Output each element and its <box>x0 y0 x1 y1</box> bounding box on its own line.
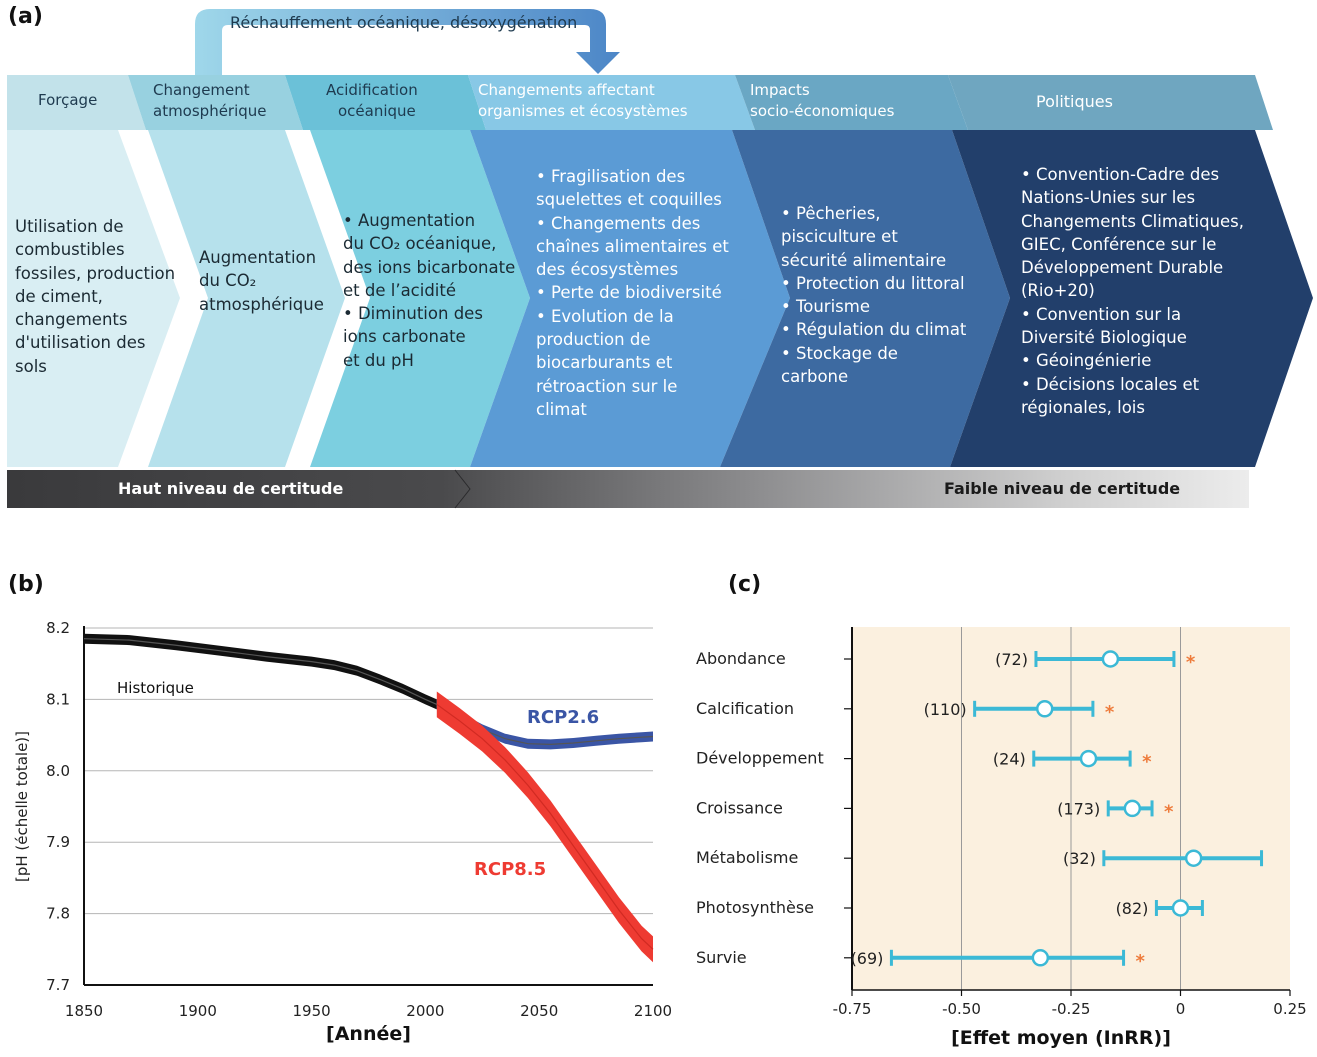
stage-organisms-body <box>470 130 790 467</box>
stage-atmos-body <box>148 130 345 467</box>
certainty-high-label: Haut niveau de certitude <box>118 479 344 498</box>
stage-forcage-header <box>7 75 146 130</box>
stage-impacts-header <box>735 75 968 130</box>
stage-forcage-body <box>7 130 180 467</box>
sample-size-label: (173) <box>1057 799 1100 818</box>
certainty-low-label: Faible niveau de certitude <box>944 479 1181 498</box>
row-label-0: Abondance <box>696 649 786 668</box>
row-label-1: Calcification <box>696 699 794 718</box>
certainty-chevron <box>454 469 471 509</box>
series-line-historique <box>83 638 438 705</box>
x-tick-label: 0 <box>1176 1000 1186 1018</box>
header-organisms: Changements affectant organismes et écosy… <box>478 81 688 120</box>
panel-c: (c) -0.75 -0.50 -0.25 0 0.25 Abondance (72) * Ca… <box>690 560 1317 1057</box>
row-label-4: Métabolisme <box>696 848 798 867</box>
significance-star: * <box>1164 801 1174 822</box>
effect-chart: -0.75 -0.50 -0.25 0 0.25 Abondance (72) * Calcif… <box>696 627 1307 1049</box>
panel-a-letter: (a) <box>8 4 43 29</box>
panel-b: (b) 7.7 7.8 7.9 8.0 8.1 8.2 1850 1900 1950 2000 20… <box>0 560 700 1057</box>
body-forcage: Utilisation de combustibles fossiles, pr… <box>15 217 176 376</box>
body-organisms: • Fragilisation des squelettes et coquil… <box>536 167 729 419</box>
sample-size-label: (82) <box>1116 899 1149 918</box>
x-tick-label: -0.25 <box>1052 1000 1091 1018</box>
row-label-6: Survie <box>696 948 747 967</box>
y-tick-label: 8.0 <box>46 762 70 780</box>
header-forcage: Forçage <box>38 91 98 109</box>
header-atmos: Changement atmosphérique <box>153 81 267 120</box>
sample-size-label: (32) <box>1063 849 1096 868</box>
sample-size-label: (69) <box>851 949 884 968</box>
body-atmos: Augmentation du CO₂ atmosphérique <box>199 248 324 314</box>
y-tick-label: 8.2 <box>46 619 70 637</box>
sample-size-label: (110) <box>924 700 967 719</box>
x-tick-label: -0.50 <box>942 1000 981 1018</box>
sample-size-label: (24) <box>993 750 1026 769</box>
series-band-rcp8.5 <box>436 691 653 963</box>
significance-star: * <box>1142 752 1152 773</box>
stage-acid-header <box>285 75 486 130</box>
panel-b-letter: (b) <box>8 572 44 597</box>
body-impacts: • Pêcheries, pisciculture et sécurité al… <box>781 204 967 387</box>
series-band-historique <box>84 633 437 710</box>
x-tick-label: 2050 <box>520 1002 558 1020</box>
mean-point <box>1171 899 1190 917</box>
ph-chart: 7.7 7.8 7.9 8.0 8.1 8.2 1850 1900 1950 2000 2050 21… <box>13 619 672 1045</box>
series-label-rcp26: RCP2.6 <box>527 707 599 728</box>
stage-impacts-body <box>720 130 1010 467</box>
x-tick-label: 2100 <box>634 1002 672 1020</box>
row-label-5: Photosynthèse <box>696 898 814 917</box>
mean-point <box>1079 749 1098 768</box>
x-tick-label: -0.75 <box>833 1000 872 1018</box>
certainty-bar <box>7 470 1249 508</box>
x-tick-label: 0.25 <box>1273 1000 1306 1018</box>
series-label-rcp85: RCP8.5 <box>474 859 546 880</box>
flow-diagram <box>7 9 1313 509</box>
feedback-label: Réchauffement océanique, désoxygénation <box>230 13 578 32</box>
y-tick-label: 7.8 <box>46 905 70 923</box>
header-impacts: Impacts socio-économiques <box>750 81 895 120</box>
significance-star: * <box>1105 702 1115 723</box>
series-line-rcp8.5 <box>436 703 654 950</box>
x-tick-label: 1850 <box>65 1002 103 1020</box>
stage-atmos-header <box>128 75 303 130</box>
feedback-arrow <box>195 9 620 75</box>
significance-star: * <box>1136 951 1146 972</box>
row-label-3: Croissance <box>696 798 783 817</box>
y-tick-label: 7.7 <box>46 976 70 994</box>
row-label-2: Développement <box>696 749 824 768</box>
x-tick-label: 1900 <box>179 1002 217 1020</box>
mean-point <box>1035 700 1054 718</box>
stage-policies-body <box>950 130 1313 467</box>
sample-size-label: (72) <box>995 650 1028 669</box>
x-tick-label: 2000 <box>406 1002 444 1020</box>
x-tick-label: 1950 <box>293 1002 331 1020</box>
mean-point <box>1184 849 1203 867</box>
panel-a: (a) <box>0 0 1317 520</box>
y-tick-label: 8.1 <box>46 690 70 708</box>
stage-acid-body <box>310 130 530 467</box>
body-policies: • Convention-Cadre des Nations-Unies sur… <box>1021 165 1245 417</box>
header-policies: Politiques <box>1036 92 1113 111</box>
significance-star: * <box>1186 652 1196 673</box>
y-tick-label: 7.9 <box>46 833 70 851</box>
stage-organisms-header <box>468 75 755 130</box>
body-acid: • Augmentation du CO₂ océanique, des ion… <box>343 211 516 370</box>
y-axis-label: [pH (échelle totale)] <box>13 731 31 882</box>
x-axis-label: [Effet moyen (InRR)] <box>951 1027 1171 1049</box>
header-acid: Acidification océanique <box>326 81 418 120</box>
x-axis-label: [Année] <box>326 1023 411 1045</box>
mean-point <box>1101 650 1120 668</box>
panel-c-letter: (c) <box>728 572 762 597</box>
series-label-historique: Historique <box>117 679 194 697</box>
mean-point <box>1031 949 1050 967</box>
mean-point <box>1123 799 1142 818</box>
stage-policies-header <box>948 75 1273 130</box>
